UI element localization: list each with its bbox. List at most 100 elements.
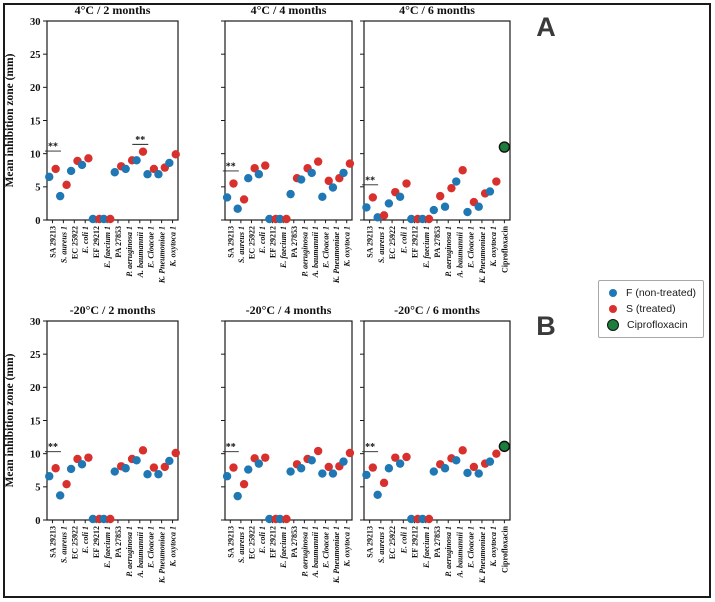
point-f-nontreated [373, 490, 382, 499]
point-f-nontreated [233, 491, 242, 501]
panel-4: -20°C / 2 months 0 5 10 15 20 25 30 SA 29213 S. a… [30, 303, 180, 584]
legend-label: S (treated) [626, 303, 676, 315]
legend-label: F (non-treated) [626, 287, 697, 299]
f-series-dot-icon [609, 289, 617, 297]
x-tick-label: A. baumannii 1 [136, 526, 145, 578]
point-s-treated [402, 452, 411, 462]
x-tick-label: Ciprofloxacin [500, 225, 509, 273]
point-f-nontreated [339, 168, 348, 178]
point-s-treated [402, 179, 411, 188]
y-tick-label: 10 [30, 449, 41, 460]
point-s-treated [51, 464, 60, 473]
point-s-treated [229, 463, 238, 472]
x-tick-label: SA 29213 [48, 526, 57, 558]
point-f-nontreated [265, 214, 274, 224]
point-f-nontreated [45, 172, 54, 182]
y-tick-label: 30 [30, 317, 41, 328]
point-s-treated [324, 176, 333, 186]
x-tick-label: K. Pneumoniae 1 [478, 226, 487, 284]
point-f-nontreated [165, 456, 174, 466]
y-tick-label: 15 [30, 416, 41, 427]
y-tick-label: 5 [35, 483, 40, 494]
x-tick-label: P. aeruginosa 1 [125, 226, 134, 277]
x-tick-label: K. Pneumoniae 1 [478, 526, 487, 584]
panel-2: 4°C / 4 months SA 29213 S. aureus 1 EC 2592… [221, 3, 355, 284]
x-tick-label: PA 27853 [433, 526, 442, 558]
point-f-nontreated [362, 470, 371, 480]
point-s-treated [261, 161, 270, 170]
x-tick-label: K. Pneumoniae 1 [158, 526, 167, 584]
x-tick-label: EF 29212 [411, 226, 420, 258]
point-f-nontreated [132, 456, 141, 465]
point-f-nontreated [233, 204, 242, 213]
x-tick-label: K. oxytoca 1 [489, 226, 498, 268]
point-f-nontreated [485, 457, 495, 466]
x-tick-label: E. Cloacae 1 [147, 526, 156, 569]
x-tick-label: A. baumannii 1 [455, 226, 464, 278]
y-tick-label: 20 [30, 383, 41, 394]
point-f-nontreated [485, 187, 495, 196]
x-tick-label: K. oxytoca 1 [343, 526, 352, 568]
point-f-nontreated [395, 459, 405, 468]
significance-stars: ** [365, 442, 375, 453]
point-s-treated [282, 214, 291, 224]
point-s-treated [138, 147, 148, 156]
point-f-nontreated [121, 464, 130, 473]
x-tick-label: E. faecium 1 [103, 526, 112, 569]
point-f-nontreated [373, 213, 382, 222]
point-s-treated [469, 462, 479, 472]
x-tick-label: EC 25922 [247, 226, 256, 259]
point-s-treated [138, 446, 148, 455]
x-tick-label: E. faecium 1 [279, 226, 288, 269]
x-tick-label: EF 29212 [269, 526, 278, 558]
x-tick-label: P. aeruginosa 1 [125, 526, 134, 577]
point-s-treated [149, 463, 159, 472]
x-tick-label: S. aureus 1 [59, 226, 68, 263]
point-f-nontreated [99, 514, 109, 524]
legend: F (non-treated) S (treated) Ciprofloxaci… [598, 280, 704, 338]
point-f-nontreated [286, 467, 295, 476]
point-s-treated [379, 478, 389, 488]
x-tick-label: A. baumannii 1 [455, 526, 464, 578]
x-tick-label: K. Pneumoniae 1 [332, 526, 341, 584]
point-s-treated [239, 479, 249, 489]
x-tick-label: K. oxytoca 1 [343, 226, 352, 268]
point-s-treated [424, 514, 434, 524]
x-tick-label: K. Pneumoniae 1 [158, 226, 167, 284]
point-f-nontreated [307, 456, 316, 465]
point-s-treated [492, 449, 501, 458]
point-f-nontreated [88, 214, 98, 224]
x-tick-label: EC 25922 [70, 526, 79, 559]
x-tick-label: E. Cloacae 1 [467, 526, 476, 569]
point-f-nontreated [418, 214, 427, 224]
point-f-nontreated [265, 514, 274, 524]
x-tick-label: EC 25922 [388, 526, 397, 559]
panel-title: -20°C / 6 months [394, 303, 480, 317]
y-tick-label: 0 [35, 216, 40, 227]
x-tick-label: K. oxytoca 1 [169, 526, 178, 568]
point-f-nontreated [429, 467, 438, 476]
point-f-nontreated [110, 168, 119, 177]
point-f-nontreated [474, 202, 483, 211]
point-f-nontreated [254, 170, 264, 179]
point-f-nontreated [132, 156, 141, 165]
x-tick-label: S. aureus 1 [377, 526, 386, 563]
x-tick-label: SA 29213 [366, 526, 375, 558]
x-tick-label: S. aureus 1 [59, 526, 68, 563]
point-f-nontreated [440, 202, 450, 211]
y-tick-label: 15 [30, 116, 41, 127]
y-tick-label: 25 [30, 350, 41, 361]
x-tick-label: EF 29212 [269, 226, 278, 258]
x-tick-label: E. coli 1 [258, 226, 267, 254]
point-f-nontreated [244, 174, 253, 183]
x-tick-label: E. faecium 1 [279, 526, 288, 569]
point-ciprofloxacin [498, 440, 511, 453]
point-s-treated [261, 453, 270, 462]
point-f-nontreated [275, 214, 285, 224]
panel-6: -20°C / 6 months SA 29213 S. aureus 1 EC 25… [360, 303, 511, 584]
x-tick-label: E. coli 1 [258, 526, 267, 554]
y-axis-label: Mean inhibition zone (mm) [4, 353, 16, 487]
point-f-nontreated [474, 469, 483, 478]
point-s-treated [239, 195, 249, 204]
point-s-treated [51, 164, 60, 174]
